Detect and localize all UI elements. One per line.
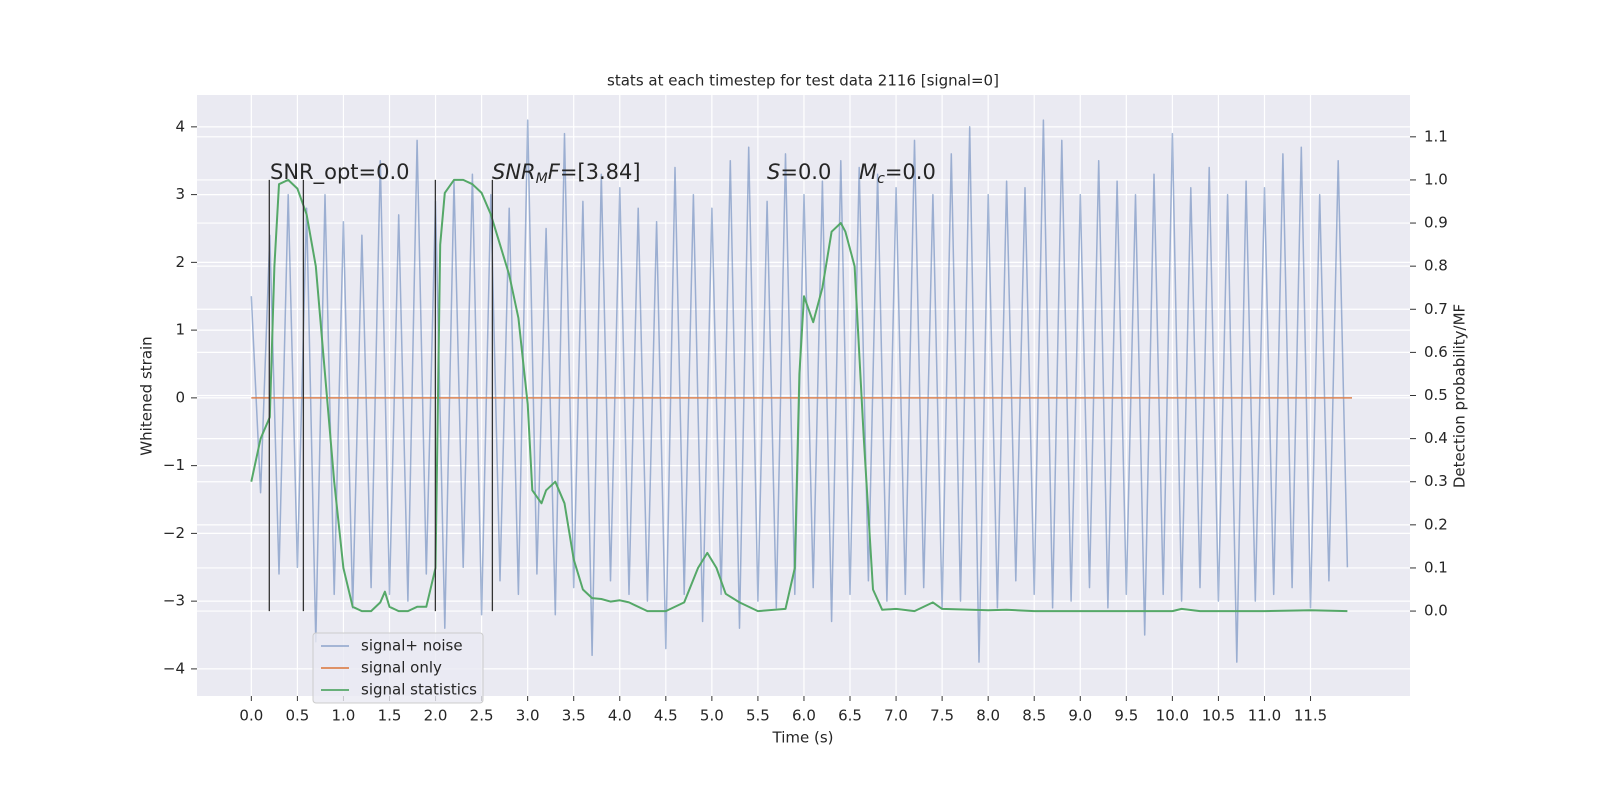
y-tick-label: 0 (175, 388, 185, 406)
x-tick-label: 1.5 (378, 707, 402, 725)
x-tick-label: 8.0 (976, 707, 1000, 725)
y-tick-label: −2 (163, 524, 185, 542)
x-axis-label: Time (s) (772, 729, 834, 747)
annotation-part: M (859, 160, 877, 184)
y2-axis-label: Detection probability/MF (1451, 304, 1469, 488)
legend-box (312, 632, 484, 704)
x-tick-label: 8.5 (1022, 707, 1046, 725)
annotation-part: =0.0 (885, 160, 936, 184)
annotation-part: c (877, 171, 885, 187)
legend-label: signal only (361, 659, 442, 677)
y2-tick-label: 0.0 (1424, 602, 1448, 620)
x-tick-label: 5.0 (700, 707, 724, 725)
x-tick-label: 11.5 (1294, 707, 1327, 725)
y2-tick-label: 1.0 (1424, 170, 1448, 188)
x-tick-label: 5.5 (746, 707, 770, 725)
y2-tick-label: 0.6 (1424, 343, 1448, 361)
y2-tick-label: 0.2 (1424, 515, 1448, 533)
y2-tick-label: 0.4 (1424, 429, 1448, 447)
y-tick-label: 2 (175, 253, 185, 271)
y2-tick-label: 0.3 (1424, 472, 1448, 490)
y2-tick-label: 0.1 (1424, 558, 1448, 576)
x-tick-label: 2.0 (424, 707, 448, 725)
series-line (250, 178, 1348, 613)
y-tick-label: 4 (175, 117, 185, 135)
chart-title: stats at each timestep for test data 211… (607, 72, 999, 90)
annotation: SNRMF=[3.84] (492, 160, 641, 187)
annotation-part: F (548, 160, 561, 184)
y2-tick-label: 0.5 (1424, 386, 1448, 404)
x-tick-label: 9.0 (1068, 707, 1092, 725)
x-tick-label: 1.0 (332, 707, 356, 725)
x-tick-label: 9.5 (1114, 707, 1138, 725)
x-tick-label: 10.5 (1202, 707, 1235, 725)
y-tick-label: −3 (163, 592, 185, 610)
x-tick-label: 4.5 (654, 707, 678, 725)
annotation-part: SNR (492, 160, 536, 184)
y2-tick-label: 1.1 (1424, 127, 1448, 145)
y-tick-label: −4 (163, 659, 185, 677)
x-tick-label: 2.5 (470, 707, 494, 725)
overlay: 0.0 0.5 1.0 1.5 2.0 2.5 3.0 3.5 4.0 4.5 5.0 5.5 6.0 6… (163, 117, 1448, 724)
annotation-part: =[3.84] (560, 160, 641, 184)
x-tick-label: 0.0 (239, 707, 263, 725)
annotation-part: =0.0 (780, 160, 831, 184)
marks (250, 119, 1352, 663)
annotation: Mc=0.0 (859, 160, 936, 187)
x-tick-label: 10.0 (1156, 707, 1189, 725)
annotation-part: S (767, 160, 780, 184)
x-tick-label: 6.5 (838, 707, 862, 725)
y2-tick-label: 0.8 (1424, 257, 1448, 275)
x-tick-label: 7.0 (884, 707, 908, 725)
legend-label: signal+ noise (361, 637, 463, 655)
y-tick-label: 1 (175, 321, 185, 339)
annotation-part: SNR_opt=0.0 (270, 160, 410, 185)
y2-tick-label: 0.9 (1424, 214, 1448, 232)
x-tick-label: 3.5 (562, 707, 586, 725)
x-tick-label: 0.5 (285, 707, 309, 725)
y2-tick-label: 0.7 (1424, 300, 1448, 318)
x-tick-label: 3.0 (516, 707, 540, 725)
annotation: S=0.0 (767, 160, 831, 184)
x-tick-label: 7.5 (930, 707, 954, 725)
legend-label: signal statistics (361, 681, 477, 699)
y-axis-label: Whitened strain (138, 336, 156, 455)
y-tick-label: 3 (175, 185, 185, 203)
annotation-part: M (536, 171, 548, 187)
x-tick-label: 6.0 (792, 707, 816, 725)
annotation: SNR_opt=0.0 (270, 160, 410, 185)
x-tick-label: 4.0 (608, 707, 632, 725)
x-tick-label: 11.0 (1248, 707, 1281, 725)
y-tick-label: −1 (163, 456, 185, 474)
